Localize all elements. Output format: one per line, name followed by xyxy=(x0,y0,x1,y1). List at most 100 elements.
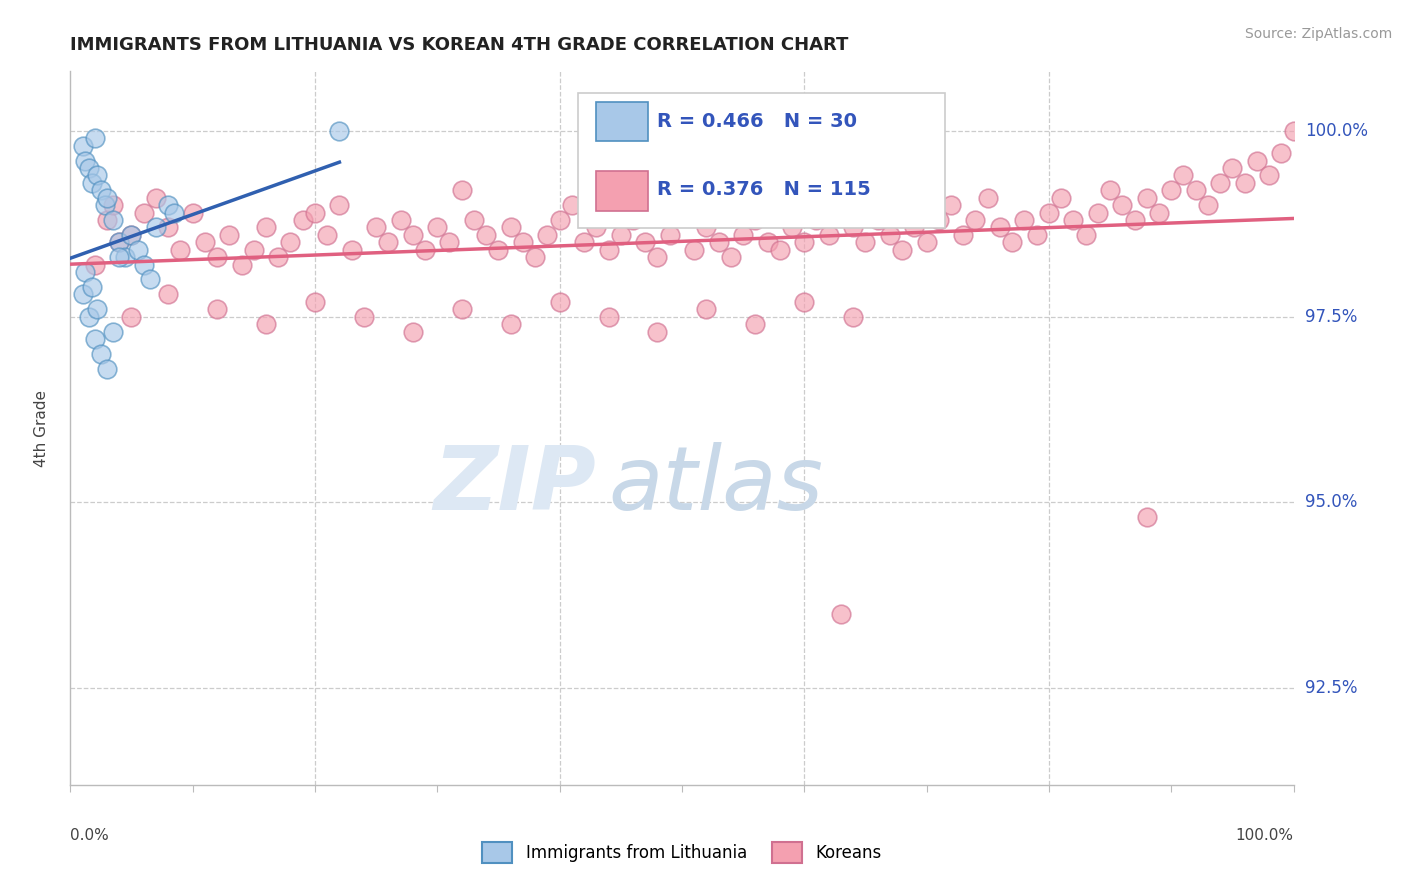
Point xyxy=(988,220,1011,235)
Point xyxy=(82,176,104,190)
Point xyxy=(450,302,472,317)
Point xyxy=(145,220,167,235)
Point xyxy=(572,235,595,250)
Point xyxy=(96,191,118,205)
Point xyxy=(413,243,436,257)
Point xyxy=(194,235,217,250)
Point xyxy=(157,287,180,301)
Point xyxy=(561,198,583,212)
Point xyxy=(952,227,974,242)
Point xyxy=(205,250,228,264)
Point xyxy=(1282,124,1305,138)
Point xyxy=(121,227,143,242)
Text: ZIP: ZIP xyxy=(433,442,596,529)
Point xyxy=(915,235,938,250)
Point xyxy=(1184,183,1206,197)
Point xyxy=(83,332,105,346)
Point xyxy=(548,213,571,227)
Point xyxy=(181,205,204,219)
Point xyxy=(1099,183,1122,197)
Point xyxy=(108,250,131,264)
Text: 0.0%: 0.0% xyxy=(70,828,110,843)
Text: 100.0%: 100.0% xyxy=(1305,122,1368,140)
Point xyxy=(634,235,657,250)
Point xyxy=(585,220,607,235)
Point xyxy=(169,243,191,257)
FancyBboxPatch shape xyxy=(596,102,648,141)
Point xyxy=(1209,176,1232,190)
Point xyxy=(377,235,399,250)
Point xyxy=(218,227,240,242)
Text: 92.5%: 92.5% xyxy=(1305,680,1357,698)
Point xyxy=(101,325,124,339)
Text: 100.0%: 100.0% xyxy=(1236,828,1294,843)
Point xyxy=(304,294,326,309)
Point xyxy=(121,310,143,324)
Legend: Immigrants from Lithuania, Koreans: Immigrants from Lithuania, Koreans xyxy=(475,836,889,870)
Text: Source: ZipAtlas.com: Source: ZipAtlas.com xyxy=(1244,27,1392,41)
Point xyxy=(108,235,131,250)
Point xyxy=(243,243,266,257)
Point xyxy=(658,227,681,242)
Point xyxy=(101,198,124,212)
Point xyxy=(231,258,253,272)
Point xyxy=(1246,153,1268,168)
Point xyxy=(683,243,706,257)
Point xyxy=(402,325,425,339)
Point xyxy=(780,220,803,235)
Point xyxy=(976,191,998,205)
Point xyxy=(328,124,350,138)
Point xyxy=(756,235,779,250)
Point xyxy=(316,227,339,242)
Point xyxy=(1014,213,1036,227)
Point xyxy=(1111,198,1133,212)
Point xyxy=(86,169,108,183)
Point xyxy=(72,138,94,153)
Point xyxy=(291,213,314,227)
Point xyxy=(842,220,865,235)
Point xyxy=(903,220,925,235)
Point xyxy=(101,213,124,227)
Point xyxy=(366,220,388,235)
Point xyxy=(891,243,914,257)
Point xyxy=(1136,191,1159,205)
Point xyxy=(267,250,290,264)
Text: 95.0%: 95.0% xyxy=(1305,493,1357,511)
Point xyxy=(842,310,865,324)
Point xyxy=(1220,161,1243,175)
Point xyxy=(82,280,104,294)
Point xyxy=(733,227,755,242)
Point xyxy=(695,302,717,317)
Point xyxy=(793,294,815,309)
Point xyxy=(77,310,100,324)
Point xyxy=(254,220,277,235)
Text: R = 0.466   N = 30: R = 0.466 N = 30 xyxy=(658,112,858,131)
Point xyxy=(855,235,877,250)
Point xyxy=(939,198,962,212)
Point xyxy=(72,287,94,301)
Point xyxy=(536,227,558,242)
Point xyxy=(83,258,105,272)
Point xyxy=(524,250,547,264)
Point xyxy=(132,258,155,272)
Point xyxy=(621,213,644,227)
Point xyxy=(96,361,118,376)
Point xyxy=(139,272,162,286)
Point xyxy=(671,198,693,212)
Point xyxy=(1050,191,1073,205)
Point xyxy=(439,235,461,250)
Point xyxy=(744,317,766,331)
Point xyxy=(499,220,522,235)
Point xyxy=(965,213,987,227)
Point xyxy=(548,294,571,309)
Point xyxy=(488,243,510,257)
Point xyxy=(157,220,180,235)
Point xyxy=(145,191,167,205)
Point xyxy=(1123,213,1146,227)
Point xyxy=(127,243,149,257)
Point xyxy=(793,235,815,250)
Point xyxy=(108,235,131,250)
FancyBboxPatch shape xyxy=(578,93,945,228)
Point xyxy=(1147,205,1170,219)
Point xyxy=(121,227,143,242)
